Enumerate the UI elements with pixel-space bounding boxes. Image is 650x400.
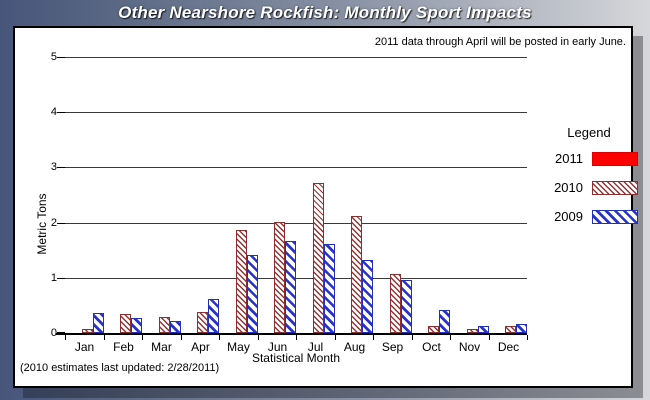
y-tick-0 <box>57 332 65 333</box>
bar-2010-jan <box>82 329 93 333</box>
bar-2009-jan <box>93 313 104 333</box>
bar-2009-feb <box>131 318 142 333</box>
page-title: Other Nearshore Rockfish: Monthly Sport … <box>118 3 532 22</box>
bar-2009-mar <box>170 321 181 333</box>
y-tick-label-2: 2 <box>50 216 57 229</box>
y-tick-label-5: 5 <box>50 51 57 63</box>
plot-area: Metric Tons Statistical Month 0 1 2 3 4 5 Jan F… <box>35 51 528 365</box>
x-tick-6 <box>296 335 297 340</box>
x-tick-11 <box>489 335 490 340</box>
bar-2009-oct <box>439 310 450 333</box>
bar-2009-jul <box>324 244 335 333</box>
legend-label-2010: 2010 <box>554 180 583 195</box>
x-tick-label-oct: Oct <box>422 340 441 354</box>
legend-swatch-2009-icon <box>592 209 638 224</box>
bar-2010-dec <box>505 326 516 333</box>
bar-2009-dec <box>516 324 527 333</box>
legend-swatch-2011-icon <box>592 151 638 166</box>
legend-label-2011: 2011 <box>555 151 583 166</box>
x-tick-label-aug: Aug <box>343 340 366 354</box>
x-tick-10 <box>450 335 451 340</box>
chart-panel: 2011 data through April will be posted i… <box>13 26 638 388</box>
x-axis-title: Statistical Month <box>251 351 341 365</box>
x-tick-7 <box>335 335 336 340</box>
y-tick-5 <box>57 57 65 58</box>
gridline-y1 <box>65 277 527 279</box>
y-tick-4 <box>57 112 65 114</box>
y-tick-3 <box>57 167 65 169</box>
bar-2009-jun <box>285 241 296 333</box>
x-tick-label-sep: Sep <box>381 340 404 354</box>
bar-2009-sep <box>401 280 412 333</box>
bar-2010-mar <box>159 317 170 333</box>
bar-2010-jul <box>313 183 324 333</box>
x-tick-3 <box>181 335 182 340</box>
y-tick-label-4: 4 <box>50 106 57 119</box>
x-tick-label-jun: Jun <box>267 340 288 354</box>
bar-2010-jun <box>274 222 285 333</box>
bar-2010-sep <box>390 274 401 333</box>
legend-item-2010: 2010 <box>540 180 638 195</box>
footnote: (2010 estimates last updated: 2/28/2011) <box>20 362 220 374</box>
x-tick-label-may: May <box>227 340 250 354</box>
legend-title: Legend <box>567 125 611 140</box>
chart-legend: Legend 2011 2010 2009 <box>540 125 638 238</box>
bar-2009-may <box>247 255 258 333</box>
bar-2009-apr <box>208 299 219 333</box>
x-tick-label-jan: Jan <box>74 340 95 354</box>
y-tick-2 <box>57 222 65 224</box>
gridline-y4 <box>65 112 527 114</box>
x-tick-4 <box>219 335 220 340</box>
x-tick-8 <box>373 335 374 340</box>
legend-item-2009: 2009 <box>540 209 638 224</box>
legend-label-2009: 2009 <box>554 209 583 224</box>
x-tick-label-feb: Feb <box>113 340 134 354</box>
gridline-y3 <box>65 167 527 169</box>
chart-annotation: 2011 data through April will be posted i… <box>374 36 626 48</box>
legend-item-2011: 2011 <box>540 151 638 166</box>
x-tick-label-mar: Mar <box>151 340 172 354</box>
x-tick-label-jul: Jul <box>307 340 324 354</box>
x-tick-2 <box>142 335 143 340</box>
x-tick-12 <box>527 335 528 340</box>
bar-2010-apr <box>197 312 208 333</box>
x-tick-label-nov: Nov <box>458 340 481 354</box>
bar-2010-nov <box>467 329 478 333</box>
x-tick-0 <box>65 335 66 340</box>
x-tick-5 <box>258 335 259 340</box>
bar-2009-nov <box>478 326 489 333</box>
bar-2010-may <box>236 230 247 333</box>
window-title-bar: Other Nearshore Rockfish: Monthly Sport … <box>0 0 650 26</box>
gridline-y5 <box>65 57 527 58</box>
x-axis-line <box>56 333 65 335</box>
bar-2010-feb <box>120 314 131 333</box>
x-tick-label-dec: Dec <box>497 340 520 354</box>
y-tick-label-0: 0 <box>50 327 57 339</box>
gridline-y2 <box>65 222 527 224</box>
y-tick-1 <box>57 277 65 279</box>
bar-2010-oct <box>428 326 439 333</box>
legend-swatch-2010-icon <box>592 180 638 195</box>
x-tick-1 <box>104 335 105 340</box>
y-tick-label-1: 1 <box>50 271 57 284</box>
x-tick-label-apr: Apr <box>191 340 210 354</box>
bar-2010-aug <box>351 216 362 333</box>
bar-2009-aug <box>362 260 373 333</box>
y-tick-label-3: 3 <box>50 161 57 174</box>
x-tick-9 <box>412 335 413 340</box>
